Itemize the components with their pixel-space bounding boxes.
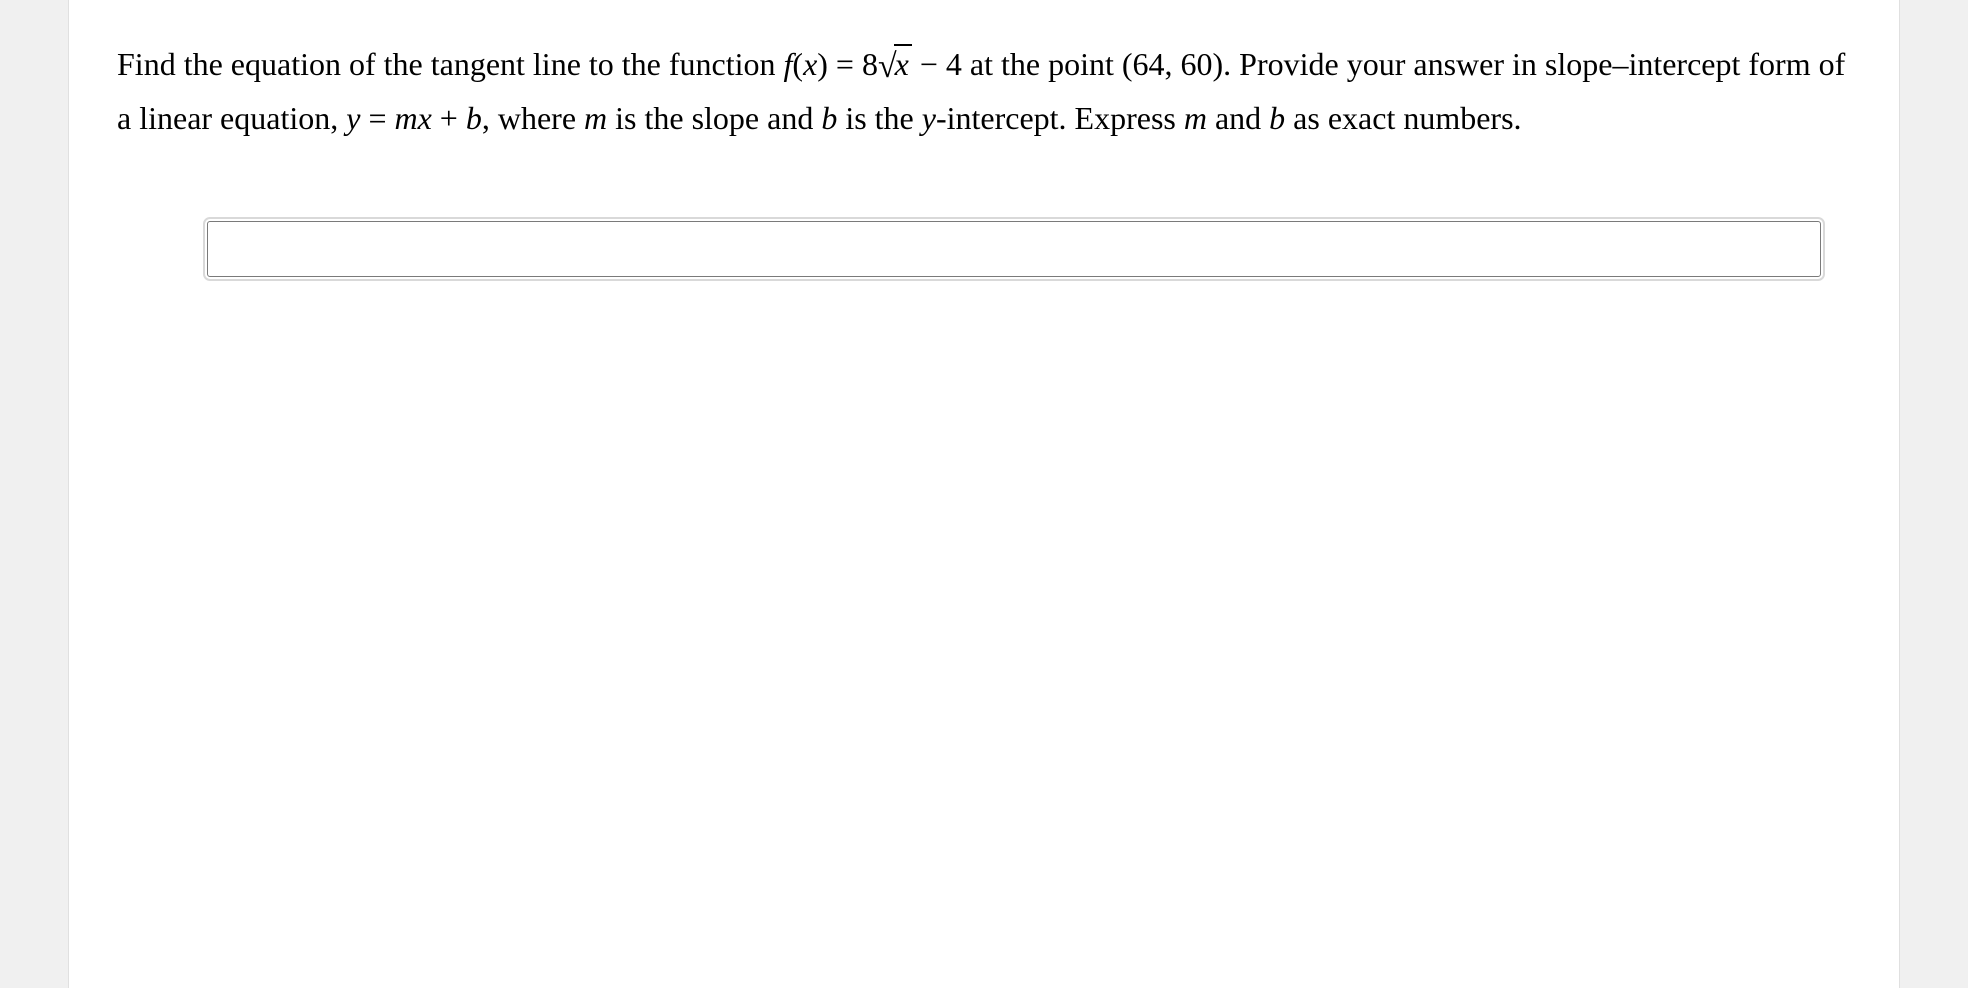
q-b: b	[466, 100, 482, 136]
sqrt-expr: √x	[878, 40, 912, 94]
q-close-eq: ) =	[817, 46, 862, 82]
q-x1: x	[803, 46, 817, 82]
question-card: Find the equation of the tangent line to…	[68, 0, 1900, 988]
q-open: (	[792, 46, 803, 82]
q-coef: 8	[862, 46, 878, 82]
answer-area	[117, 221, 1851, 277]
q-pre-func: Find the equation of the tangent line to…	[117, 46, 784, 82]
q-m3: m	[1184, 100, 1207, 136]
q-eq: =	[360, 100, 394, 136]
q-radicand: x	[894, 44, 912, 82]
q-m2: m	[584, 100, 607, 136]
answer-input[interactable]	[207, 221, 1821, 277]
question-text: Find the equation of the tangent line to…	[117, 40, 1851, 143]
q-after-form: , where	[482, 100, 584, 136]
q-y2: y	[922, 100, 936, 136]
page-root: Find the equation of the tangent line to…	[0, 0, 1968, 988]
q-y: y	[346, 100, 360, 136]
q-tail: as exact numbers.	[1285, 100, 1521, 136]
q-x2: x	[418, 100, 432, 136]
q-b2: b	[821, 100, 837, 136]
q-mid2: is the	[837, 100, 921, 136]
q-mid3: -intercept. Express	[936, 100, 1184, 136]
q-mid1: is the slope and	[607, 100, 821, 136]
q-plus: +	[432, 100, 466, 136]
q-and: and	[1207, 100, 1269, 136]
q-m: m	[394, 100, 417, 136]
q-b3: b	[1269, 100, 1285, 136]
